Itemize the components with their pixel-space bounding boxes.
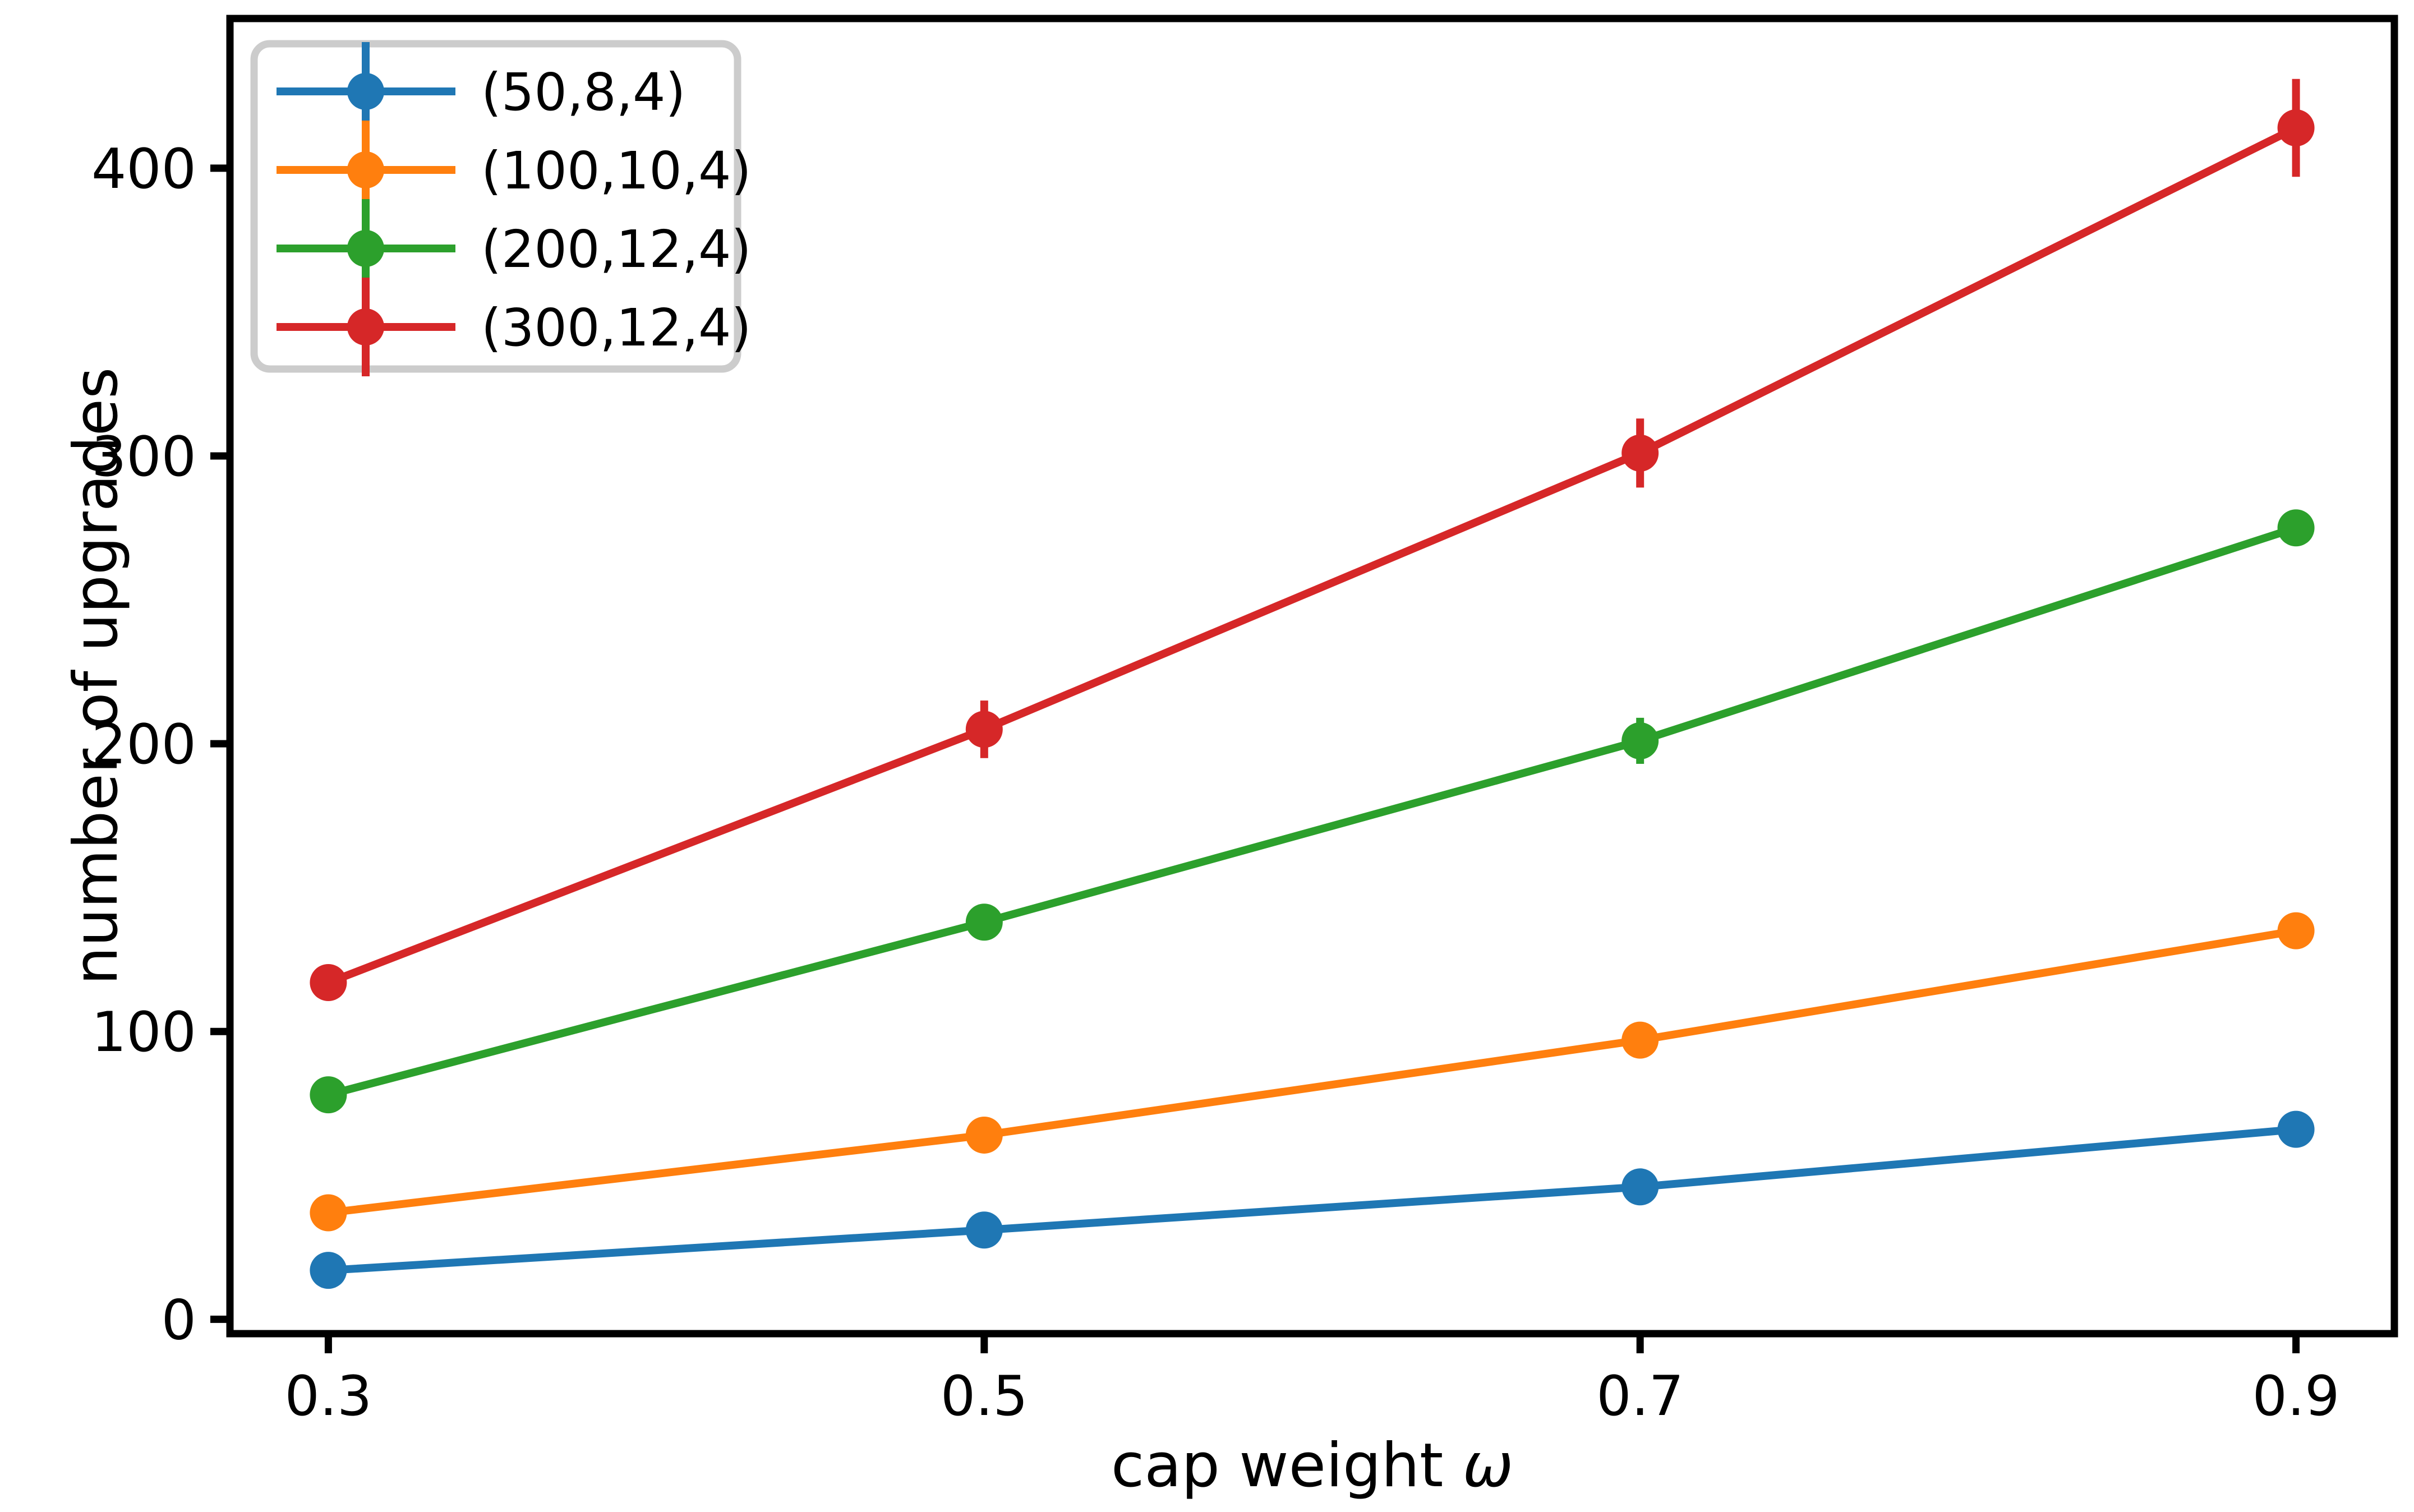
legend-marker (347, 151, 384, 188)
x-tick-label: 0.3 (284, 1365, 372, 1428)
legend-box (250, 40, 741, 373)
axes: 0.3 0.5 0.7 0.9 0 100 200 300 400 cap weight ω num… (61, 137, 2340, 1501)
series-(300,12,4) (310, 79, 2315, 1001)
y-tick-label: 300 (91, 425, 196, 489)
data-point-marker (2277, 509, 2315, 547)
data-point-marker (2277, 109, 2315, 146)
y-tick-label: 100 (91, 1001, 196, 1064)
data-point-marker (1621, 1021, 1659, 1059)
legend-entry: (100,10,4) (277, 121, 751, 219)
legend-marker (347, 230, 384, 267)
legend-marker (347, 73, 384, 110)
legend-label: (100,10,4) (481, 141, 751, 201)
data-point-marker (2277, 1110, 2315, 1148)
series-(200,12,4) (310, 509, 2315, 1114)
data-point-marker (2277, 912, 2315, 949)
legend-marker (347, 308, 384, 345)
data-point-marker (1621, 722, 1659, 759)
data-point-marker (965, 1211, 1003, 1249)
x-tick-label: 0.9 (2252, 1365, 2340, 1428)
x-axis-label: cap weight ω (1111, 1431, 1513, 1501)
y-axis-label: number of upgrades (61, 367, 131, 985)
legend: (50,8,4) (100,10,4) (200,12,4) (300,12,4) (250, 40, 751, 376)
series-line (324, 1125, 2300, 1275)
data-point-marker (965, 903, 1003, 941)
data-point-marker (310, 1252, 347, 1289)
series-(50,8,4) (310, 1110, 2315, 1289)
y-tick-label: 400 (91, 137, 196, 201)
series-line (324, 123, 2300, 987)
y-tick-label: 0 (162, 1288, 196, 1352)
legend-label: (200,12,4) (481, 219, 751, 279)
series-(100,10,4) (310, 912, 2315, 1232)
x-tick-label: 0.5 (941, 1365, 1028, 1428)
x-tick-label: 0.7 (1596, 1365, 1684, 1428)
series-line (324, 524, 2300, 1099)
legend-entry: (300,12,4) (277, 278, 751, 376)
y-tick-label: 200 (91, 713, 196, 777)
series-line (324, 926, 2300, 1217)
data-point-marker (310, 1076, 347, 1114)
data-point-marker (310, 964, 347, 1001)
legend-entry: (200,12,4) (277, 199, 751, 298)
plot-frame (226, 15, 2398, 1338)
data-point-marker (310, 1194, 347, 1232)
legend-entry: (50,8,4) (277, 42, 685, 141)
data-point-marker (965, 1116, 1003, 1154)
legend-label: (50,8,4) (481, 62, 685, 122)
data-point-marker (965, 711, 1003, 748)
data-point-marker (1621, 434, 1659, 472)
data-point-marker (1621, 1168, 1659, 1206)
legend-label: (300,12,4) (481, 298, 751, 358)
